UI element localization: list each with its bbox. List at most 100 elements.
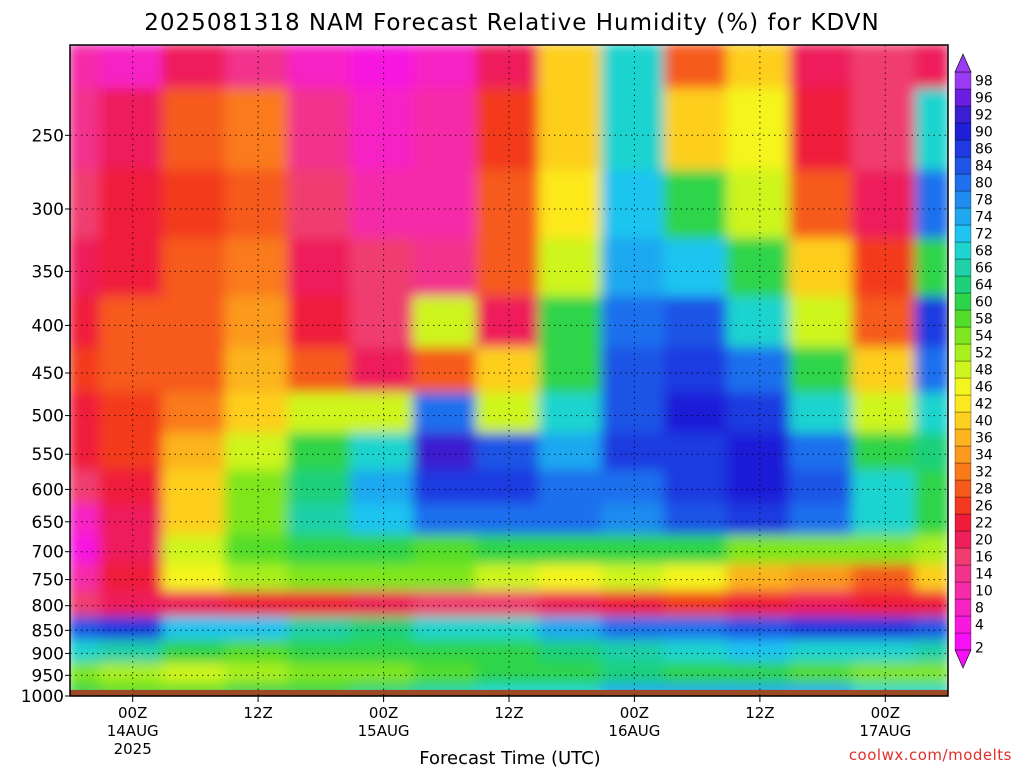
rh-cell	[914, 432, 948, 474]
rh-cell	[663, 296, 731, 352]
rh-cell	[663, 534, 731, 568]
y-tick-label: 350	[32, 262, 64, 282]
rh-cell	[99, 347, 167, 397]
colorbar-label: 34	[975, 448, 993, 464]
rh-cell	[162, 296, 229, 352]
colorbar-swatch	[954, 445, 972, 464]
y-tick-label: 650	[32, 513, 64, 533]
rh-cell	[287, 662, 355, 688]
rh-cell	[475, 238, 543, 301]
rh-cell	[412, 563, 480, 595]
rh-cell	[538, 392, 606, 437]
x-tick-label: 00Z	[620, 704, 649, 722]
rh-cell	[789, 563, 856, 595]
rh-cell	[601, 503, 668, 539]
colorbar-label: 98	[975, 74, 993, 90]
y-tick-label: 400	[32, 316, 64, 336]
rh-cell	[914, 503, 948, 539]
rh-cell	[412, 662, 480, 688]
rh-cell	[287, 432, 355, 474]
grid	[70, 45, 948, 696]
colorbar-label: 8	[975, 601, 984, 617]
rh-cell	[162, 432, 229, 474]
rh-cell	[789, 534, 856, 568]
rh-cell	[538, 45, 606, 93]
colorbar-swatch	[954, 394, 972, 413]
rh-cell	[162, 392, 229, 437]
colorbar-label: 64	[975, 278, 993, 294]
y-tick-label: 250	[32, 126, 64, 146]
rh-cell	[412, 534, 480, 568]
rh-cell	[726, 503, 794, 539]
rh-cell	[914, 563, 948, 595]
x-tick-year: 2025	[114, 740, 152, 758]
rh-cell	[350, 88, 417, 175]
colorbar-label: 54	[975, 329, 993, 345]
rh-cell	[663, 238, 731, 301]
y-tick-label: 550	[32, 445, 64, 465]
y-tick-label: 1000	[21, 687, 64, 707]
rh-cell	[162, 503, 229, 539]
rh-cell	[851, 238, 919, 301]
rh-cell	[412, 432, 480, 474]
rh-cell	[789, 296, 856, 352]
colorbar-swatch	[954, 377, 972, 396]
rh-cell	[914, 590, 948, 620]
x-tick-date: 16AUG	[608, 722, 660, 740]
colorbar-label: 78	[975, 193, 993, 209]
colorbar-swatch	[954, 71, 972, 90]
rh-cell	[851, 170, 919, 243]
rh-cell	[412, 616, 480, 644]
colorbar-label: 84	[975, 159, 993, 175]
rh-cell	[162, 616, 229, 644]
rh-cell	[162, 590, 229, 620]
rh-cell	[287, 45, 355, 93]
colorbar-swatch	[954, 632, 972, 651]
colorbar-swatch	[954, 326, 972, 345]
y-tick-label: 750	[32, 571, 64, 591]
colorbar-label: 4	[975, 618, 984, 634]
rh-cell	[601, 238, 668, 301]
rh-cell	[350, 503, 417, 539]
rh-cell	[287, 347, 355, 397]
rh-cell	[726, 347, 794, 397]
x-tick-label: 00Z	[871, 704, 900, 722]
colorbar: 2481014162022262832343640424648525458606…	[954, 53, 993, 669]
rh-cell	[70, 170, 104, 243]
rh-cell	[914, 88, 948, 175]
rh-cell	[789, 503, 856, 539]
rh-cell	[663, 170, 731, 243]
y-tick-label: 600	[32, 480, 64, 500]
rh-cell	[162, 639, 229, 667]
colorbar-label: 90	[975, 125, 993, 141]
rh-cell	[287, 534, 355, 568]
rh-cell	[350, 238, 417, 301]
y-tick-label: 300	[32, 200, 64, 220]
rh-cell	[412, 88, 480, 175]
rh-cell	[99, 503, 167, 539]
rh-cell	[475, 170, 543, 243]
rh-cell	[70, 469, 104, 508]
colorbar-swatch	[954, 105, 972, 124]
rh-cell	[70, 347, 104, 397]
colorbar-label: 22	[975, 516, 993, 532]
colorbar-label: 14	[975, 567, 993, 583]
x-tick-label: 12Z	[745, 704, 774, 722]
rh-cell	[914, 616, 948, 644]
rh-cell	[412, 238, 480, 301]
rh-cell	[601, 347, 668, 397]
rh-cell	[287, 469, 355, 508]
colorbar-swatch	[954, 207, 972, 226]
rh-cell	[726, 170, 794, 243]
rh-cell	[70, 88, 104, 175]
colorbar-bottom-arrow	[954, 649, 972, 669]
rh-cell	[789, 347, 856, 397]
rh-cell	[914, 392, 948, 437]
colorbar-label: 60	[975, 295, 993, 311]
colorbar-label: 72	[975, 227, 993, 243]
rh-cell	[601, 469, 668, 508]
colorbar-label: 74	[975, 210, 993, 226]
colorbar-label: 92	[975, 108, 993, 124]
rh-cell	[726, 238, 794, 301]
rh-cell	[851, 347, 919, 397]
